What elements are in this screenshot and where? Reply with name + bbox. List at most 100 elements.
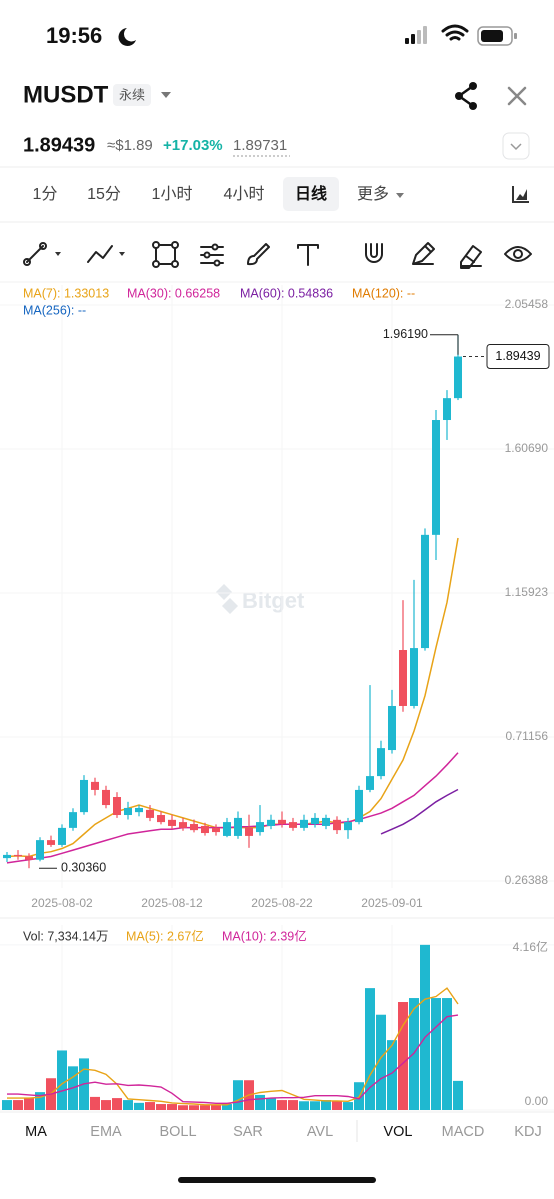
candle-body (201, 825, 209, 834)
y-tick-label: 1.60690 (505, 441, 549, 455)
expand-button[interactable] (502, 132, 530, 160)
candle-body (146, 809, 154, 818)
drawing-tools[interactable] (23, 241, 532, 269)
candle-body (14, 854, 22, 857)
candle-body (69, 812, 77, 828)
candle-body (377, 748, 385, 777)
volume-bar (24, 1098, 34, 1110)
volume-bar (299, 1101, 309, 1110)
timeframe-tab[interactable]: 日线 (295, 184, 327, 203)
candle-body (25, 856, 33, 860)
wifi-icon (441, 24, 469, 41)
volume-bar (2, 1100, 12, 1110)
indicator-tab[interactable]: EMA (90, 1124, 122, 1140)
candle-body (124, 807, 132, 816)
timeframe-tab[interactable]: 1小时 (152, 185, 193, 203)
timeframe-tab[interactable]: 15分 (87, 185, 121, 203)
volume-bar (134, 1102, 144, 1110)
candle-body (333, 819, 341, 831)
volume-bar (145, 1102, 155, 1110)
volume-bar (376, 1014, 386, 1110)
watermark: Bitget (242, 588, 305, 613)
candle-body (388, 705, 396, 751)
volume-bar (332, 1101, 342, 1110)
indicator-tabs: MA EMA BOLL SAR AVL VOL MACD KDJ (25, 1124, 542, 1140)
volume-bar (123, 1100, 133, 1110)
candle-body (311, 817, 319, 825)
legend-entry: MA(256): -- (23, 303, 86, 317)
volume-bar (90, 1096, 100, 1110)
legend-entry: MA(7): 1.33013 (23, 286, 109, 300)
volume-bar (442, 998, 452, 1110)
volume-bar (277, 1100, 287, 1110)
ma-line (6, 752, 459, 864)
timeframe-selected-bg (283, 177, 339, 211)
volume-bar (167, 1104, 177, 1110)
volume-bar (35, 1092, 45, 1110)
timeframe-tab[interactable]: 更多 (357, 185, 389, 203)
volume-bar (57, 1050, 67, 1110)
volume-bar (288, 1100, 298, 1110)
close-button[interactable] (507, 86, 527, 106)
volume-legend: MA(5): 2.67亿 (126, 928, 204, 943)
volume-bar (200, 1105, 210, 1110)
volume-bar (431, 998, 441, 1110)
candle-body (179, 822, 187, 828)
legend-entry: MA(120): -- (352, 286, 415, 300)
volume-bar (222, 1104, 232, 1110)
volume-bar (189, 1105, 199, 1110)
volume-legend: MA(10): 2.39亿 (222, 928, 307, 943)
y-tick-label: 0.00 (525, 1094, 549, 1108)
candle-body (432, 420, 440, 535)
indicator-tab[interactable]: SAR (233, 1124, 263, 1140)
x-tick-label: 2025-08-12 (141, 896, 203, 910)
volume-bar (453, 1080, 463, 1110)
annotation-label: 0.30360 (61, 861, 106, 875)
indicator-tab[interactable]: AVL (307, 1124, 333, 1140)
volume-legend: Vol: 7,334.14万 (23, 929, 108, 943)
indicator-tab[interactable]: MA (25, 1124, 47, 1140)
volume-bar (321, 1100, 331, 1110)
volume-chart: 4.16亿 0.00 Vol: 7,334.14万 MA(5): 2.67亿 MA(10… (0, 928, 554, 1111)
candle-body (300, 819, 308, 828)
candle-body (36, 840, 44, 860)
candle-body (212, 827, 220, 833)
last-price: 1.89439 (23, 134, 95, 156)
contract-badge (113, 84, 151, 106)
x-tick-label: 2025-08-02 (31, 896, 93, 910)
legend-entry: MA(60): 0.54836 (240, 286, 333, 300)
symbol-dropdown[interactable] (161, 92, 171, 98)
volume-bar (420, 944, 430, 1110)
y-tick-label: 2.05458 (505, 297, 549, 311)
indicator-tab[interactable]: VOL (383, 1124, 412, 1140)
share-button[interactable] (455, 82, 477, 110)
volume-bar (398, 1002, 408, 1110)
candle-body (157, 815, 165, 823)
volume-bar (13, 1100, 23, 1110)
volume-bar (101, 1100, 111, 1110)
candlestick-chart: Bitget 2.05458 1.60690 1.15923 0.71156 0.2638… (0, 285, 554, 1110)
candle-body (355, 789, 363, 823)
volume-bar (343, 1102, 353, 1110)
candle-body (399, 650, 407, 706)
ma-line (380, 788, 459, 835)
x-tick-label: 2025-08-22 (251, 896, 313, 910)
candle-body (3, 854, 11, 859)
indicator-tab[interactable]: MACD (442, 1124, 485, 1140)
volume-bar (387, 1040, 397, 1110)
candle-body (135, 807, 143, 813)
volume-bar (365, 988, 375, 1110)
chart-style-button[interactable] (512, 186, 529, 203)
candle-body (267, 819, 275, 826)
candle-body (47, 840, 55, 845)
expand-chevron (510, 143, 522, 151)
current-price-box (486, 344, 550, 370)
indicator-tab[interactable]: KDJ (514, 1124, 541, 1140)
timeframe-tab[interactable]: 1分 (33, 185, 58, 203)
indicator-tab[interactable]: BOLL (159, 1124, 196, 1140)
timeframe-tab[interactable]: 4小时 (224, 185, 265, 203)
candle-body (91, 781, 99, 790)
candle-body (366, 776, 374, 790)
